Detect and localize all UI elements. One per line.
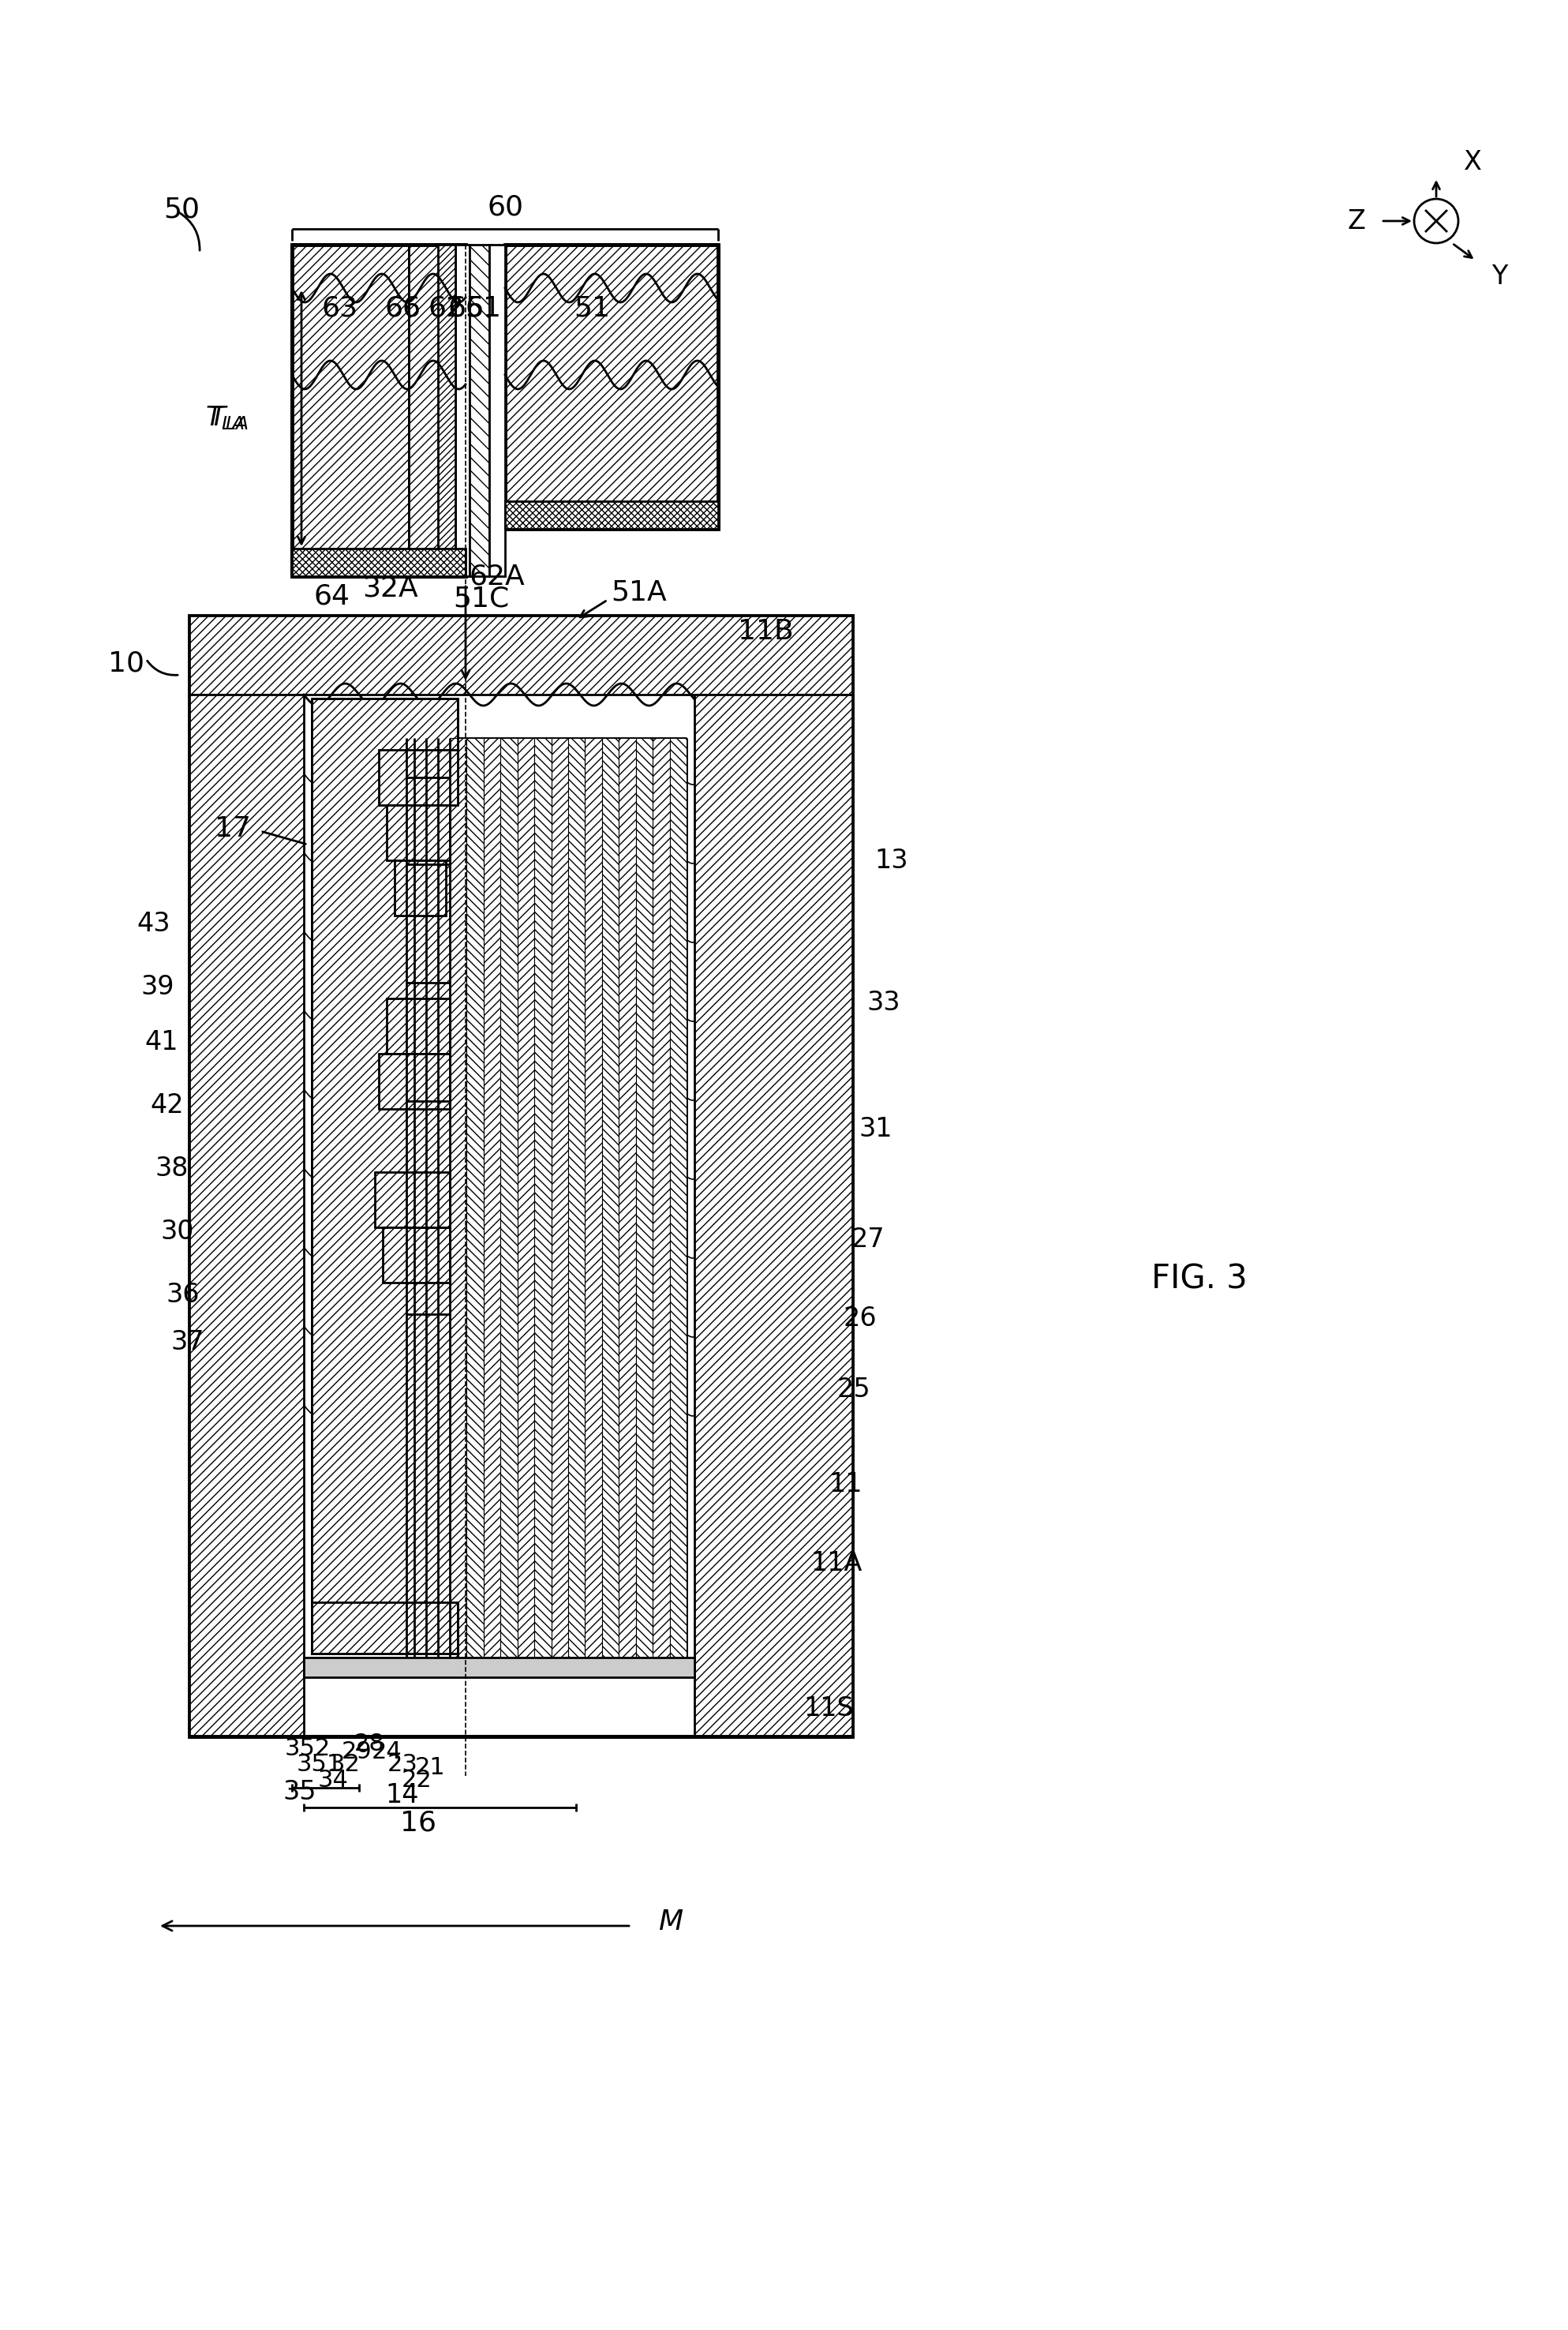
- Bar: [489, 245, 505, 576]
- Text: 10: 10: [108, 650, 144, 676]
- Bar: [387, 1000, 450, 1053]
- Text: X: X: [1465, 149, 1482, 175]
- Text: 39: 39: [141, 974, 174, 1000]
- Text: 28: 28: [354, 1734, 384, 1757]
- Bar: [455, 245, 469, 576]
- Text: FIG. 3: FIG. 3: [1151, 1263, 1248, 1295]
- Text: 42: 42: [151, 1093, 183, 1118]
- Text: 34: 34: [318, 1768, 348, 1792]
- Bar: [505, 501, 718, 529]
- Bar: [437, 245, 455, 576]
- Bar: [375, 1172, 450, 1228]
- Text: 65: 65: [447, 294, 485, 322]
- Bar: [387, 806, 450, 860]
- Bar: [450, 739, 467, 1657]
- Text: $T_{LA}$: $T_{LA}$: [205, 405, 245, 431]
- Text: 35: 35: [284, 1778, 317, 1806]
- Text: 17: 17: [215, 816, 251, 841]
- Text: 63: 63: [321, 294, 358, 322]
- Text: 11A: 11A: [811, 1549, 862, 1575]
- Text: 38: 38: [155, 1156, 188, 1181]
- Text: $T_{LA}$: $T_{LA}$: [209, 405, 249, 431]
- Text: 37: 37: [171, 1328, 204, 1354]
- Bar: [190, 694, 304, 1736]
- Bar: [469, 245, 489, 576]
- Text: 14: 14: [386, 1782, 419, 1808]
- Bar: [619, 739, 635, 1657]
- Text: 51: 51: [574, 294, 610, 322]
- Text: 21: 21: [416, 1757, 445, 1780]
- Text: 351: 351: [296, 1752, 342, 1775]
- Text: 51A: 51A: [612, 578, 666, 606]
- Text: Y: Y: [1491, 263, 1507, 289]
- Bar: [312, 1603, 458, 1654]
- Text: 64: 64: [314, 582, 350, 610]
- Bar: [292, 245, 466, 576]
- Text: 24: 24: [372, 1741, 401, 1764]
- Text: 26: 26: [844, 1305, 877, 1330]
- Text: 51C: 51C: [453, 585, 510, 613]
- Bar: [190, 615, 853, 694]
- Text: 11B: 11B: [737, 617, 793, 645]
- Bar: [467, 739, 483, 1657]
- Text: 43: 43: [136, 911, 171, 937]
- Text: 33: 33: [867, 990, 900, 1016]
- Bar: [190, 615, 853, 1736]
- Bar: [409, 245, 466, 576]
- Bar: [505, 245, 718, 529]
- Bar: [292, 548, 466, 576]
- Bar: [312, 699, 458, 1654]
- Text: 30: 30: [162, 1219, 194, 1244]
- Text: 32: 32: [329, 1752, 361, 1775]
- Bar: [483, 739, 500, 1657]
- Bar: [383, 1228, 450, 1282]
- Text: 36: 36: [166, 1282, 199, 1307]
- Bar: [670, 739, 687, 1657]
- Text: 25: 25: [837, 1377, 870, 1403]
- Bar: [568, 739, 585, 1657]
- Text: 32A: 32A: [362, 576, 419, 601]
- Text: 11: 11: [829, 1470, 862, 1496]
- Text: 27: 27: [851, 1226, 884, 1251]
- Bar: [635, 739, 652, 1657]
- Bar: [652, 739, 670, 1657]
- Bar: [585, 739, 602, 1657]
- Text: 29: 29: [342, 1741, 372, 1764]
- Bar: [500, 739, 517, 1657]
- Text: 13: 13: [875, 848, 908, 874]
- Bar: [695, 694, 853, 1736]
- Text: 61: 61: [464, 294, 502, 322]
- Bar: [395, 860, 445, 916]
- Bar: [292, 245, 409, 576]
- Text: 31: 31: [859, 1116, 892, 1142]
- Text: 66: 66: [384, 294, 420, 322]
- Text: 22: 22: [401, 1768, 431, 1792]
- Text: M: M: [659, 1908, 684, 1936]
- Text: 62A: 62A: [469, 564, 525, 589]
- Bar: [517, 739, 535, 1657]
- Bar: [379, 750, 458, 806]
- Bar: [304, 1657, 695, 1678]
- Bar: [535, 739, 552, 1657]
- Bar: [602, 739, 619, 1657]
- Text: 16: 16: [400, 1810, 436, 1836]
- Text: 60: 60: [488, 193, 524, 221]
- Text: 352: 352: [285, 1736, 331, 1759]
- Bar: [552, 739, 568, 1657]
- Text: 41: 41: [144, 1030, 179, 1055]
- Bar: [505, 245, 718, 529]
- Bar: [379, 1053, 450, 1109]
- Text: 62: 62: [428, 294, 464, 322]
- Text: 50: 50: [163, 196, 199, 224]
- Text: 11S: 11S: [803, 1696, 853, 1722]
- Text: Z: Z: [1347, 207, 1366, 233]
- Text: 23: 23: [387, 1752, 417, 1775]
